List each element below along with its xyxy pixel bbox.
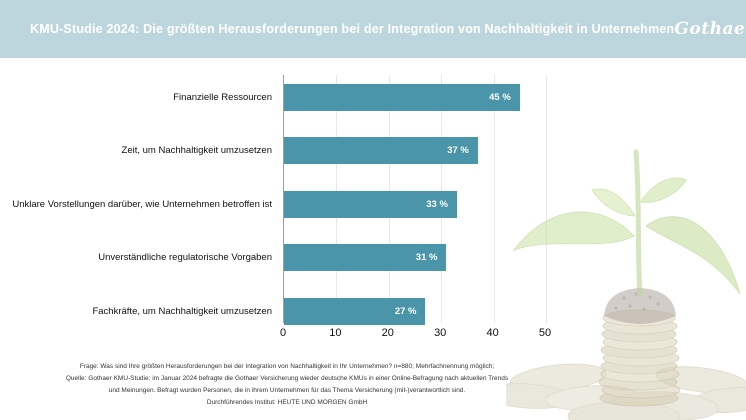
bar-value-label: 31 % [415, 252, 438, 264]
page-title: KMU-Studie 2024: Die größten Herausforde… [30, 22, 675, 36]
bar-4: 27 % [284, 297, 426, 325]
x-tick-label-30: 30 [434, 327, 447, 339]
bar-3: 31 % [284, 244, 447, 272]
x-tick-label-40: 40 [486, 327, 499, 339]
x-axis-ticks: 0 10 20 30 40 50 [279, 327, 551, 341]
gridline-x-40 [493, 75, 495, 323]
category-label-4: Fachkräfte, um Nachhaltigkeit umzusetzen [92, 305, 272, 317]
category-label-0: Finanzielle Ressourcen [173, 92, 272, 103]
coin-stack-group [598, 309, 681, 407]
category-label-2: Unklare Vorstellungen darüber, wie Unter… [12, 198, 272, 210]
footnote-line: Durchführendes Institut: HEUTE UND MORGE… [206, 399, 368, 406]
bar-value-label: 45 % [489, 92, 511, 103]
soil-group [604, 288, 676, 324]
bar-value-label: 27 % [394, 305, 417, 317]
x-tick-label-50: 50 [538, 327, 552, 339]
gridline-x-50 [546, 75, 547, 323]
category-labels: Finanzielle Ressourcen Zeit, um Nachhalti… [0, 75, 278, 323]
bar-value-label: 37 % [447, 145, 469, 157]
bar-0: 45 % [284, 84, 520, 111]
x-tick-label-0: 0 [279, 327, 287, 339]
bar-2: 33 % [284, 190, 457, 218]
plant-coins-illustration [506, 149, 746, 420]
gothaer-logo: Gothaer [674, 19, 746, 39]
footnotes: Frage: Was sind Ihre größten Herausforde… [26, 361, 548, 409]
plot-area: 45 % 37 % 33 % 31 % 27 % [283, 75, 547, 325]
bar-value-label: 33 % [426, 198, 448, 210]
category-label-3: Unverständliche regulatorische Vorgaben [98, 252, 272, 264]
header-bar: KMU-Studie 2024: Die größten Herausforde… [0, 0, 746, 58]
category-label-1: Zeit, um Nachhaltigkeit umzusetzen [121, 145, 272, 157]
x-tick-label-20: 20 [381, 327, 394, 339]
footnote-line: Frage: Was sind Ihre größten Herausforde… [79, 363, 495, 370]
footnote-line: Quelle: Gothaer KMU-Studie; im Januar 20… [65, 375, 509, 382]
seedling-group [512, 149, 741, 297]
footnote-line: und Meinungen. Befragt wurden Personen, … [108, 387, 466, 394]
x-tick-label-10: 10 [329, 327, 342, 339]
bar-1: 37 % [284, 137, 478, 165]
